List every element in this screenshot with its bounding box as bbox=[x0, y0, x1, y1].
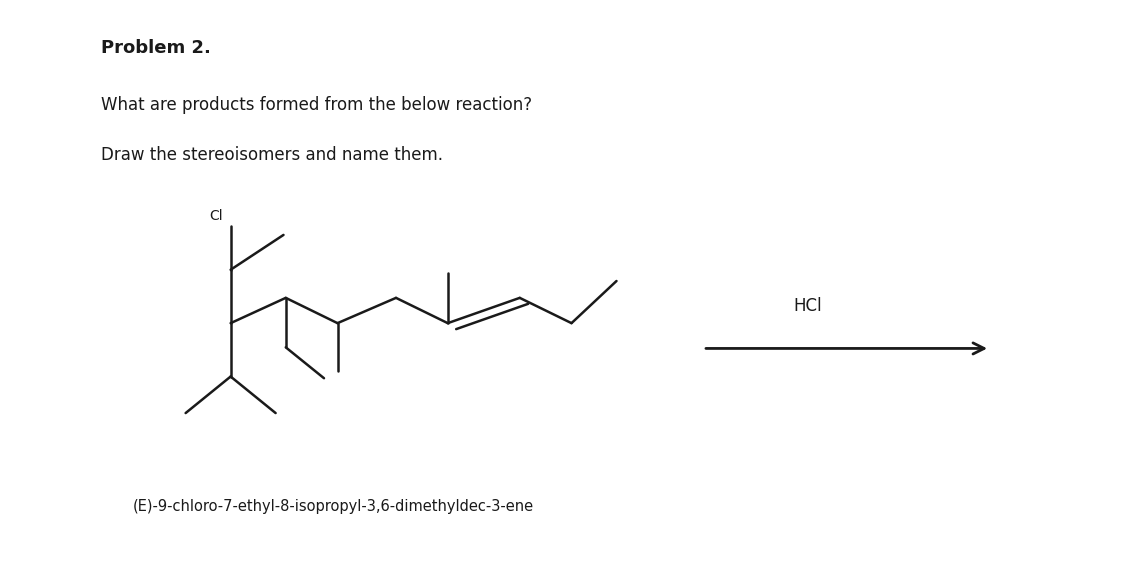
Text: What are products formed from the below reaction?: What are products formed from the below … bbox=[101, 96, 532, 114]
Text: Problem 2.: Problem 2. bbox=[101, 39, 212, 57]
Text: Draw the stereoisomers and name them.: Draw the stereoisomers and name them. bbox=[101, 146, 443, 164]
Text: HCl: HCl bbox=[793, 297, 822, 315]
Text: (E)-9-chloro-7-ethyl-8-isopropyl-3,6-dimethyldec-3-ene: (E)-9-chloro-7-ethyl-8-isopropyl-3,6-dim… bbox=[133, 499, 534, 514]
Text: Cl: Cl bbox=[209, 209, 223, 223]
